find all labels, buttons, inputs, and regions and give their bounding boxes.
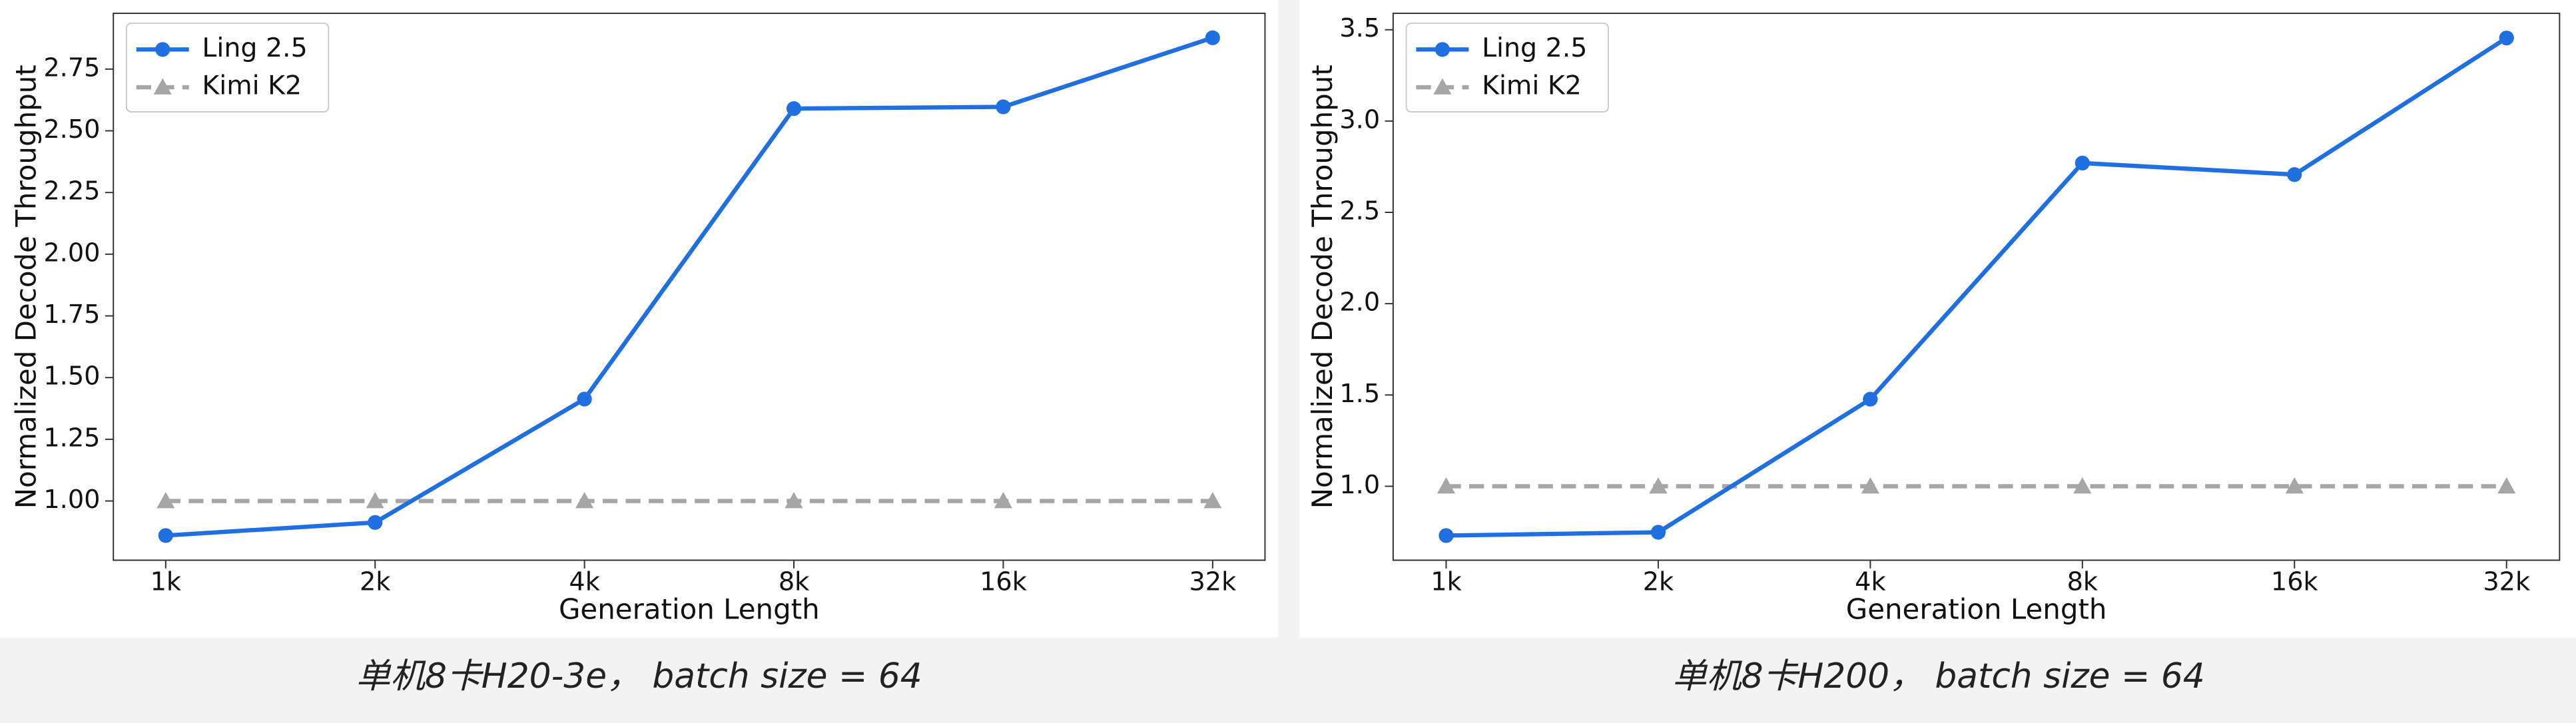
marker (1649, 477, 1668, 494)
y-tick-label: 2.5 (1339, 196, 1380, 226)
plot-frame (1392, 13, 2561, 561)
legend-box (125, 22, 330, 113)
x-axis-label: Generation Length (1846, 593, 2107, 625)
x-tick-label: 4k (569, 568, 600, 597)
x-tick-label: 8k (2067, 568, 2098, 597)
y-tick-label: 2.50 (43, 115, 100, 144)
x-tick-label: 2k (360, 568, 391, 597)
y-tick-label: 1.0 (1339, 471, 1380, 500)
x-tick-label: 16k (980, 568, 1028, 597)
marker (368, 515, 383, 530)
x-tick-label: 32k (1189, 568, 1237, 597)
y-tick-label: 2.0 (1339, 288, 1380, 318)
marker (1439, 528, 1454, 543)
y-tick-label: 1.00 (43, 485, 100, 515)
caption: 单机8卡H200， batch size = 64 (1672, 656, 2205, 696)
marker (2285, 477, 2304, 494)
marker (2499, 30, 2514, 46)
series-line (165, 35, 1213, 538)
x-tick-label: 8k (779, 568, 810, 597)
y-tick-label: 2.25 (43, 177, 100, 206)
marker (785, 491, 803, 509)
marker (2075, 155, 2090, 171)
y-tick-label: 1.50 (43, 362, 100, 391)
y-axis-label: Normalized Decode Throughput (9, 65, 42, 509)
x-tick-label: 2k (1643, 568, 1674, 597)
marker (2497, 477, 2516, 494)
marker (996, 99, 1011, 115)
series-line (1446, 36, 2508, 538)
caption: 单机8卡H20-3e， batch size = 64 (356, 656, 922, 696)
x-axis-label: Generation Length (559, 593, 820, 625)
plot-frame (113, 13, 1266, 561)
marker (1205, 30, 1220, 45)
marker (994, 491, 1013, 509)
marker (366, 491, 384, 509)
y-tick-label: 1.75 (43, 300, 100, 330)
marker (1650, 525, 1666, 540)
marker (2287, 167, 2302, 182)
x-tick-label: 1k (151, 568, 182, 597)
marker (786, 101, 802, 117)
x-tick-label: 1k (1431, 568, 1462, 597)
x-tick-label: 16k (2271, 568, 2319, 597)
y-tick-label: 2.00 (43, 238, 100, 268)
marker (1203, 491, 1222, 509)
marker (2073, 477, 2092, 494)
marker (157, 491, 175, 509)
y-axis-label: Normalized Decode Throughput (1306, 65, 1339, 509)
x-tick-label: 32k (2483, 568, 2531, 597)
marker (1437, 477, 1456, 494)
marker (577, 391, 592, 407)
marker (1861, 477, 1879, 494)
x-tick-label: 4k (1855, 568, 1886, 597)
y-tick-label: 1.5 (1339, 379, 1380, 409)
marker (1863, 391, 1878, 407)
legend-marker (1433, 78, 1452, 95)
marker (575, 491, 594, 509)
legend-box (1405, 22, 1610, 113)
y-tick-label: 3.5 (1339, 14, 1380, 43)
y-tick-label: 2.75 (43, 53, 100, 83)
legend-label: Kimi K2 (1482, 71, 1582, 101)
legend-marker (1435, 42, 1450, 57)
marker (158, 528, 173, 543)
legend-label: Ling 2.5 (1482, 33, 1587, 63)
legend-marker (155, 42, 170, 57)
legend-label: Kimi K2 (202, 71, 302, 101)
legend-marker (153, 78, 172, 95)
y-tick-label: 1.25 (43, 423, 100, 453)
y-tick-label: 3.0 (1339, 105, 1380, 134)
legend-label: Ling 2.5 (202, 33, 307, 63)
